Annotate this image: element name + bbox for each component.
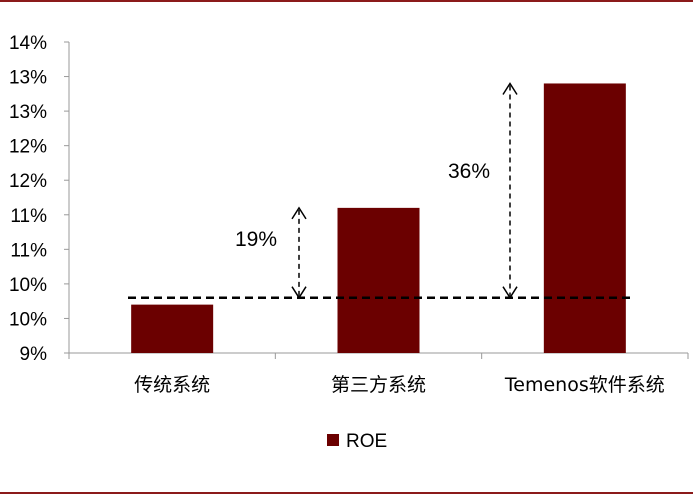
bar: [131, 304, 214, 353]
x-axis-ticks: 传统系统 第三方系统 Temenos软件系统: [68, 353, 689, 396]
x-tick-label: 第三方系统: [331, 374, 426, 396]
annotation-label: 19%: [235, 228, 277, 251]
bar-series-roe: [131, 83, 626, 353]
y-tick-label: 11%: [10, 206, 47, 227]
growth-annotations: 19% 36%: [235, 82, 518, 300]
y-tick-label: 11%: [10, 240, 47, 261]
y-axis-ticks: 9% 10% 10% 11% 11% 12% 12% 13% 13% 14%: [9, 33, 69, 365]
y-tick-label: 12%: [9, 137, 47, 158]
y-tick-label: 13%: [9, 102, 47, 123]
annotation-arrowhead-down: [502, 286, 518, 300]
y-tick-label: 10%: [9, 275, 47, 296]
annotation-arrowhead-up: [502, 82, 518, 95]
y-tick-label: 14%: [9, 33, 47, 54]
legend-swatch-roe: [327, 434, 339, 446]
annotation-label: 36%: [448, 160, 490, 183]
annotation-arrowhead-down: [291, 286, 307, 300]
bar: [337, 207, 420, 353]
y-tick-label: 12%: [9, 171, 47, 192]
legend: ROE: [327, 431, 387, 452]
top-frame-line: [0, 0, 693, 2]
annotation-arrowhead-up: [291, 206, 307, 220]
y-tick-label: 13%: [9, 68, 47, 89]
y-tick-label: 10%: [9, 309, 47, 330]
bar: [543, 83, 626, 353]
bottom-frame-line: [0, 492, 693, 494]
x-tick-label: Temenos软件系统: [504, 374, 665, 396]
y-tick-label: 9%: [20, 344, 48, 365]
x-tick-label: 传统系统: [134, 374, 210, 396]
legend-label-roe: ROE: [346, 431, 387, 452]
